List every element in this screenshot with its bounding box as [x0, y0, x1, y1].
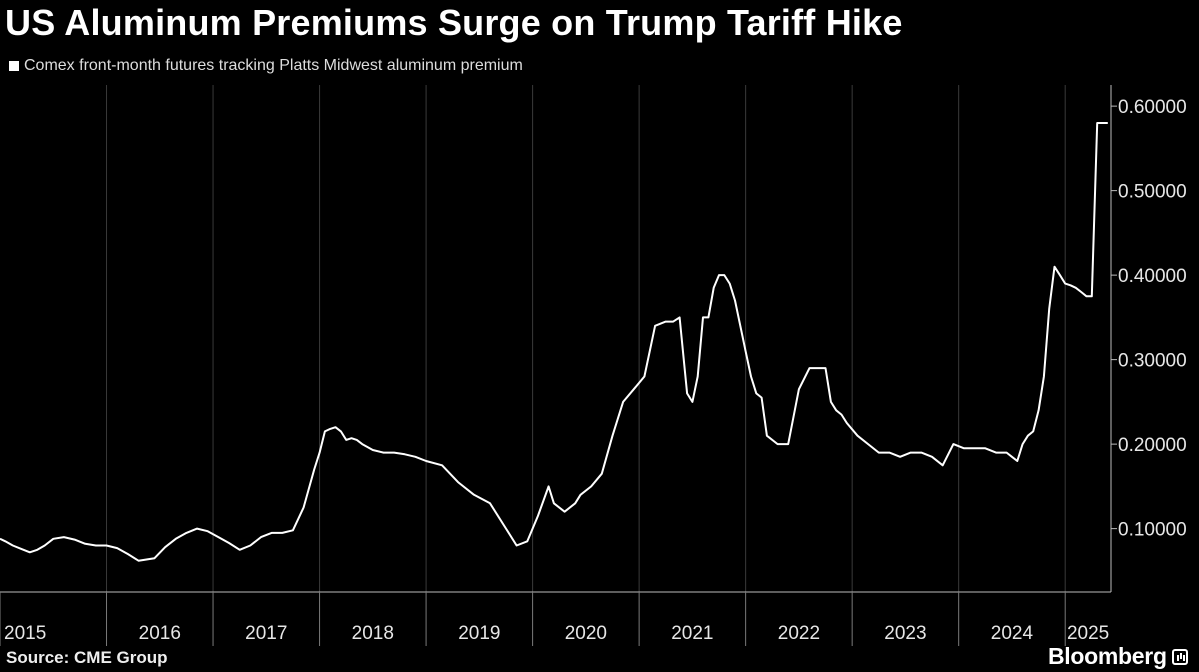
- x-tick-label: 2022: [778, 623, 820, 644]
- x-tick-label: 2016: [139, 623, 181, 644]
- x-tick-label: 2025: [1067, 623, 1109, 644]
- x-tick-label: 2015: [4, 623, 46, 644]
- x-tick-label: 2019: [458, 623, 500, 644]
- y-tick-label: 0.50000: [1118, 182, 1187, 203]
- y-tick-label: 0.60000: [1118, 97, 1187, 118]
- x-axis: 2015 2016 2017 2018 2019 2020 2021 2022 2023 2024…: [0, 591, 1111, 646]
- x-tick-label: 2018: [352, 623, 394, 644]
- x-tick-label: 2024: [991, 623, 1034, 644]
- brand-text: Bloomberg: [1048, 643, 1167, 669]
- series-group: [0, 122, 1108, 562]
- source-note: Source: CME Group: [6, 648, 168, 667]
- chart-title: US Aluminum Premiums Surge on Trump Tari…: [5, 2, 903, 43]
- y-tick-label: 0.20000: [1118, 435, 1187, 456]
- legend: Comex front-month futures tracking Platt…: [9, 57, 523, 75]
- legend-label: Comex front-month futures tracking Platt…: [24, 57, 523, 74]
- x-tick-label: 2017: [245, 623, 287, 644]
- x-tick-label: 2021: [671, 623, 713, 644]
- legend-swatch: [9, 61, 19, 71]
- bloomberg-chart-icon: [1171, 648, 1188, 665]
- x-tick-label: 2020: [565, 623, 607, 644]
- y-axis: 0.10000 0.20000 0.30000 0.40000 0.50000 0.600…: [1110, 85, 1187, 592]
- y-tick-label: 0.30000: [1118, 351, 1187, 372]
- series-line-0: [0, 122, 1108, 562]
- bloomberg-logo: Bloomberg: [1048, 643, 1188, 670]
- x-tick-label: 2023: [884, 623, 926, 644]
- y-tick-label: 0.10000: [1118, 520, 1187, 541]
- vertical-gridlines: [106, 85, 1066, 592]
- y-tick-label: 0.40000: [1118, 266, 1187, 287]
